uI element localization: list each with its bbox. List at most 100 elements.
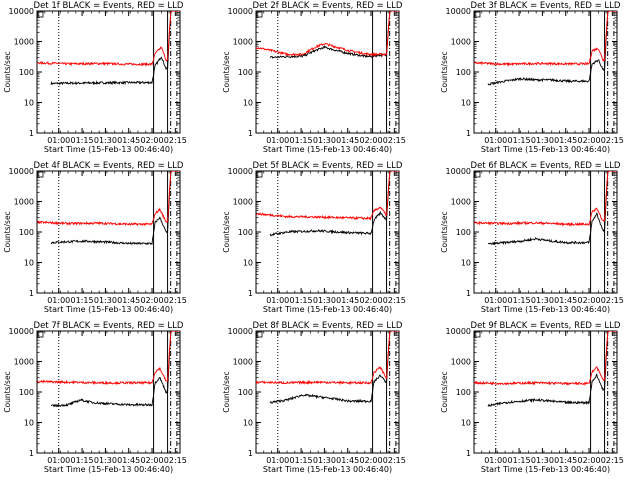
x-tick-label: 01:30 [531,136,554,145]
x-tick-label: 01:45 [336,296,359,305]
y-tick-label: 1000 [14,358,34,367]
x-tick-label: 02:00 [359,456,382,465]
x-tick-label: 02:15 [383,136,406,145]
y-tick-label: 1000 [14,198,34,207]
series-events-black [487,171,617,246]
panel-title: Det 6f BLACK = Events, RED = LLD [471,161,621,171]
y-axis-label: Counts/sec [440,371,449,412]
x-axis-label: Start Time (15-Feb-13 00:46:40) [481,305,610,314]
x-tick-label: 01:15 [290,296,313,305]
x-tick-label: 02:15 [601,296,624,305]
panel-det-7: Det 7f BLACK = Events, RED = LLD 1 10 100 10… [3,321,187,474]
x-tick-label: 01:30 [531,456,554,465]
y-tick-label: 100 [456,228,471,237]
x-tick-label: 01:45 [554,296,577,305]
y-tick-label: 100 [19,228,34,237]
x-tick-label: 01:00 [47,456,70,465]
x-axis-label: Start Time (15-Feb-13 00:46:40) [44,305,173,314]
x-tick-label: 01:15 [508,296,531,305]
x-axis-label: Start Time (15-Feb-13 00:46:40) [263,145,392,154]
x-axis-label: Start Time (15-Feb-13 00:46:40) [263,305,392,314]
y-axis-label: Counts/sec [3,51,12,92]
panel-det-6: Det 6f BLACK = Events, RED = LLD 1 10 100 10… [440,161,624,314]
panel-det-1: Det 1f BLACK = Events, RED = LLD 1 10 100 10… [3,1,187,154]
series-events-black [487,11,617,86]
x-tick-label: 01:30 [531,296,554,305]
series-lld-red [256,11,399,58]
x-tick-label: 01:00 [266,296,289,305]
y-tick-label: 10000 [446,7,471,16]
panel-title: Det 3f BLACK = Events, RED = LLD [471,1,621,11]
x-tick-label: 01:15 [290,456,313,465]
y-tick-label: 1 [248,449,253,458]
x-tick-label: 01:15 [71,296,94,305]
x-axis-label: Start Time (15-Feb-13 00:46:40) [44,465,173,474]
x-tick-label: 02:15 [164,456,187,465]
x-tick-label: 02:15 [601,136,624,145]
panel-title: Det 9f BLACK = Events, RED = LLD [471,321,621,331]
y-tick-label: 10000 [446,327,471,336]
series-lld-red [256,171,399,221]
y-axis-label: Counts/sec [222,51,231,92]
y-tick-label: 10000 [228,7,253,16]
x-tick-label: 01:15 [290,136,313,145]
y-tick-label: 100 [238,68,253,77]
panel-title: Det 8f BLACK = Events, RED = LLD [253,321,403,331]
x-axis-label: Start Time (15-Feb-13 00:46:40) [481,145,610,154]
x-tick-label: 02:15 [383,456,406,465]
panel-title: Det 1f BLACK = Events, RED = LLD [34,1,184,11]
y-tick-label: 10 [243,99,253,108]
series-events-black [269,11,399,59]
corner-marker [256,171,263,178]
x-tick-label: 02:00 [577,136,600,145]
y-tick-label: 1 [248,129,253,138]
y-axis-label: Counts/sec [3,211,12,252]
series-lld-red [37,331,180,386]
x-tick-label: 02:15 [164,136,187,145]
y-tick-label: 10 [24,99,34,108]
panel-det-5: Det 5f BLACK = Events, RED = LLD 1 10 100 10… [222,161,406,314]
x-tick-label: 02:15 [164,296,187,305]
y-tick-label: 10000 [9,7,34,16]
x-tick-label: 01:15 [508,456,531,465]
panel-det-8: Det 8f BLACK = Events, RED = LLD 1 10 100 10… [222,321,406,474]
x-tick-label: 01:00 [47,296,70,305]
y-tick-label: 100 [19,388,34,397]
y-axis-label: Counts/sec [222,211,231,252]
y-tick-label: 1 [466,449,471,458]
x-tick-label: 01:00 [266,456,289,465]
y-tick-label: 10 [24,419,34,428]
x-tick-label: 02:00 [577,296,600,305]
y-tick-label: 100 [238,388,253,397]
x-tick-label: 01:30 [313,296,336,305]
x-tick-label: 01:30 [94,136,117,145]
x-axis-label: Start Time (15-Feb-13 00:46:40) [44,145,173,154]
y-tick-label: 1000 [451,38,471,47]
y-tick-label: 1 [248,289,253,298]
corner-marker [474,331,481,338]
y-tick-label: 10 [461,259,471,268]
x-tick-label: 01:45 [117,296,140,305]
x-tick-label: 01:00 [47,136,70,145]
x-tick-label: 01:30 [313,136,336,145]
x-tick-label: 01:00 [484,456,507,465]
y-axis-label: Counts/sec [222,371,231,412]
series-lld-red [37,11,180,68]
corner-marker [474,171,481,178]
y-tick-label: 1000 [14,38,34,47]
y-tick-label: 10 [24,259,34,268]
y-tick-label: 1000 [233,38,253,47]
panel-det-9: Det 9f BLACK = Events, RED = LLD 1 10 100 10… [440,321,624,474]
y-tick-label: 100 [456,388,471,397]
x-tick-label: 01:45 [117,136,140,145]
x-tick-label: 01:45 [554,136,577,145]
panel-title: Det 2f BLACK = Events, RED = LLD [253,1,403,11]
corner-marker [37,11,44,18]
x-tick-label: 02:00 [140,136,163,145]
panel-det-2: Det 2f BLACK = Events, RED = LLD 1 10 100 10… [222,1,406,154]
x-tick-label: 02:00 [359,136,382,145]
y-tick-label: 10 [243,259,253,268]
x-axis-label: Start Time (15-Feb-13 00:46:40) [263,465,392,474]
y-axis-label: Counts/sec [3,371,12,412]
